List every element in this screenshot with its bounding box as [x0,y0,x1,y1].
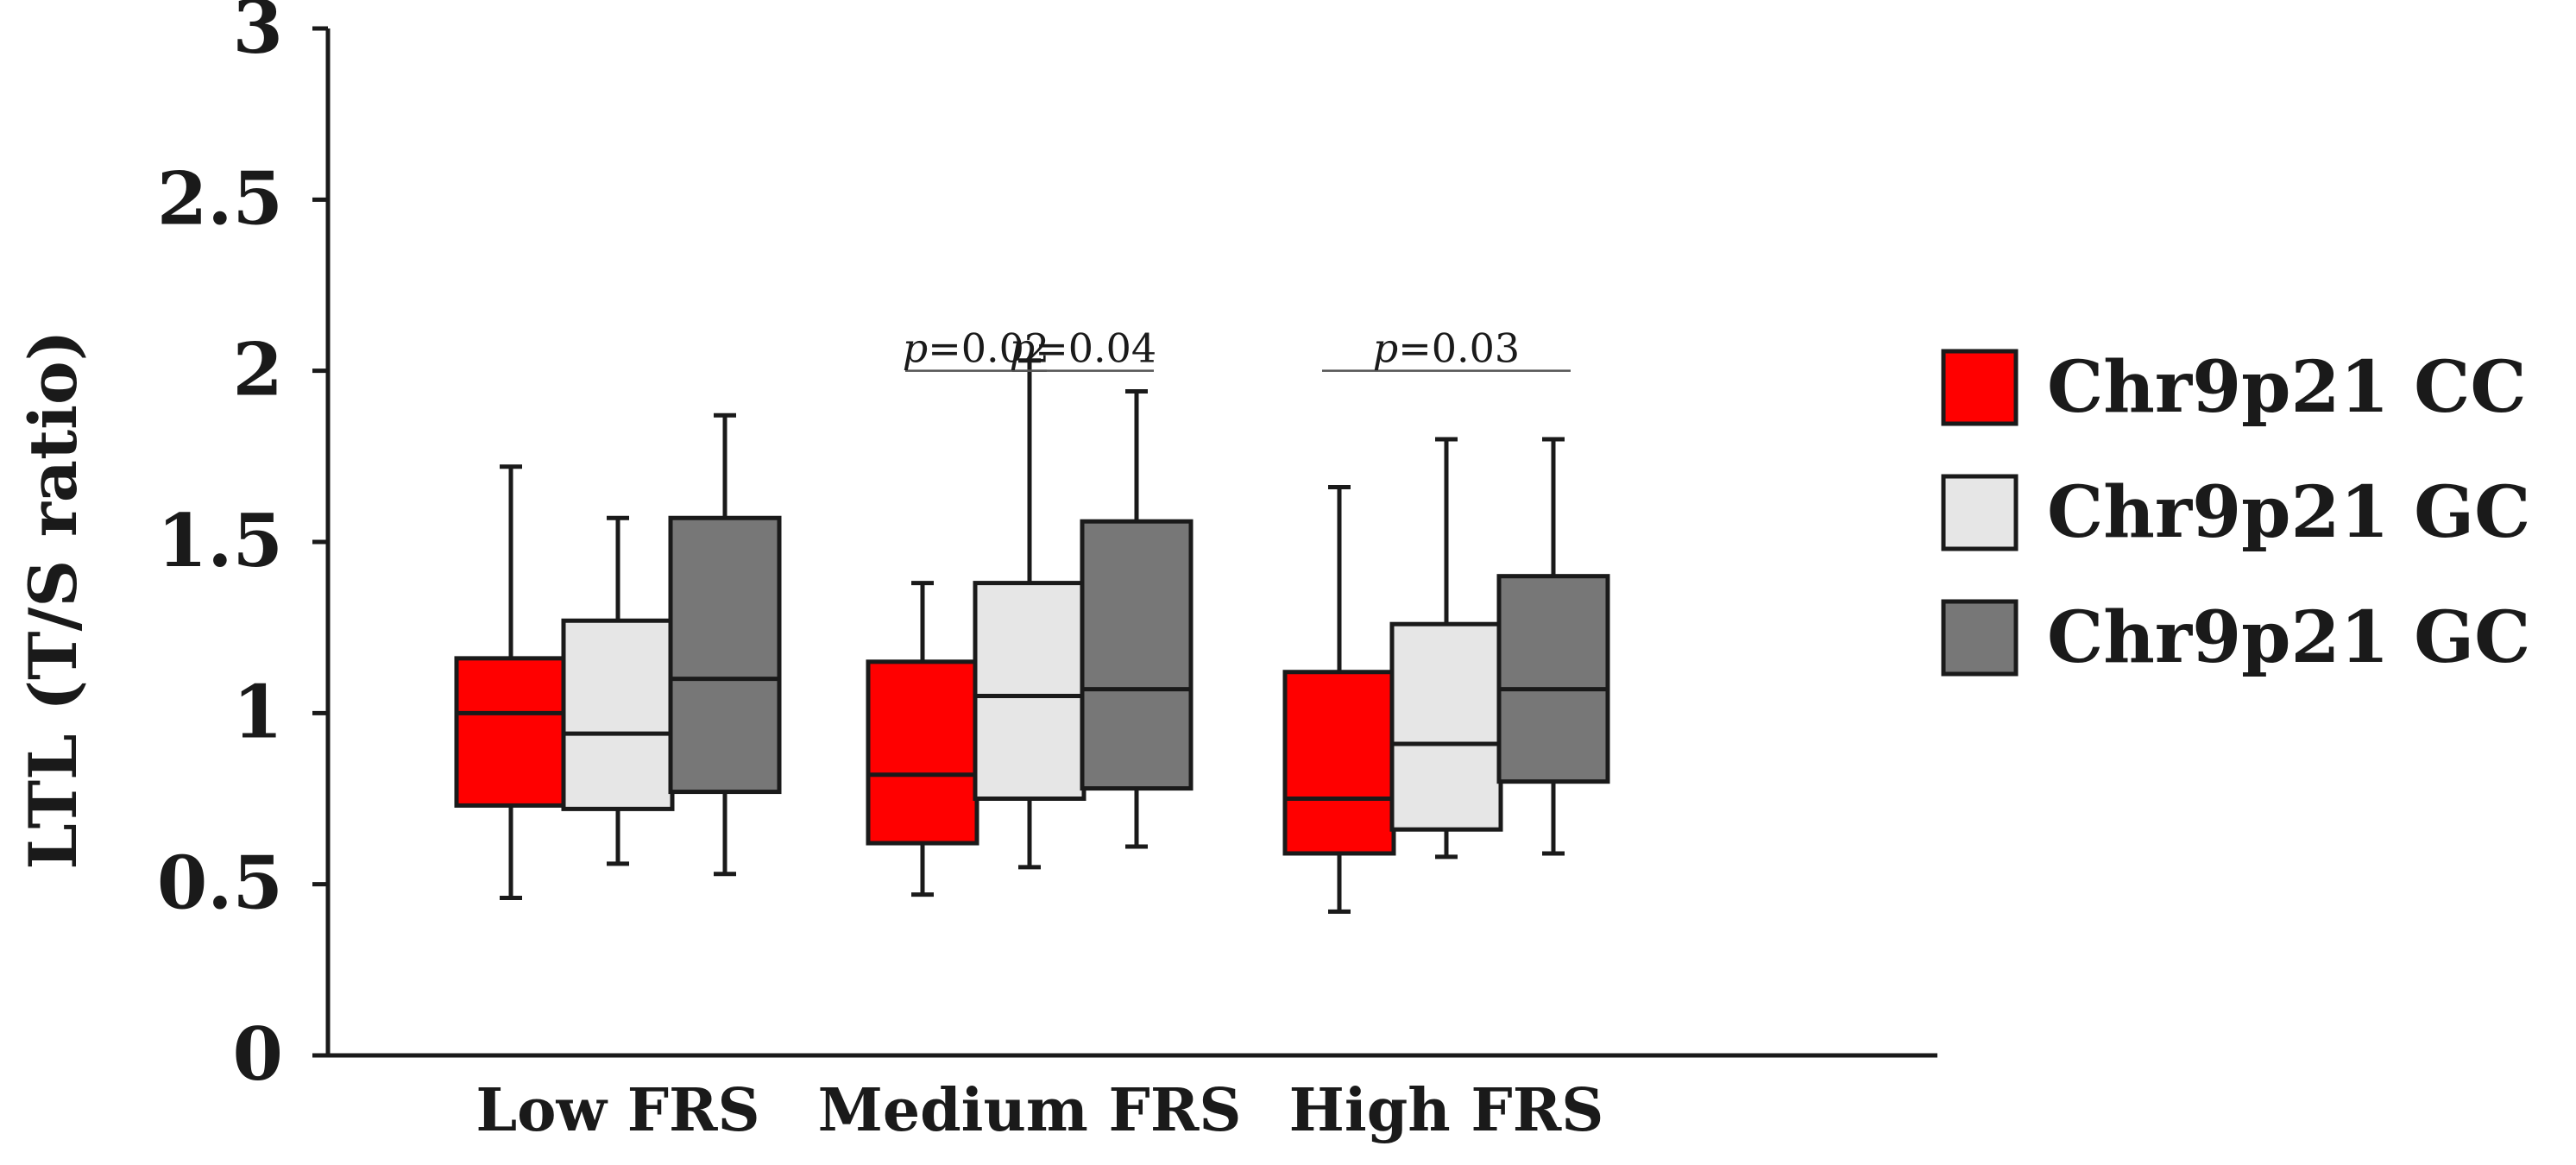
box-medium-frs-series-3 [1080,388,1194,849]
y-axis-label: LTL (T/S ratio) [15,330,91,869]
legend-item: Chr9p21 GC [1941,596,2530,679]
legend: Chr9p21 CC Chr9p21 GC Chr9p21 GC [1941,346,2530,679]
p-symbol: p [1010,325,1035,372]
significance-annotations: p=0.02p=0.04 p=0.03 [903,325,1571,372]
box-low-frs-series-2 [561,515,675,866]
legend-swatch [1941,474,2019,551]
p-symbol: p [1373,325,1398,372]
y-tick-label: 1 [233,669,283,754]
p-value-annotation: p=0.02 [903,325,1049,372]
p-value-label: p=0.03 [1373,325,1520,372]
p-value: =0.03 [1398,325,1520,372]
iqr-box [1389,621,1503,832]
box-high-frs-series-2 [1389,437,1503,860]
legend-swatch [1941,599,2019,677]
series-3 [668,388,1610,877]
p-value-annotation: p=0.03 [1322,325,1571,372]
legend-label: Chr9p21 GC [2047,596,2530,679]
box-series [454,358,1610,914]
legend-label: Chr9p21 CC [2047,346,2527,429]
box-low-frs-series-3 [668,412,782,877]
p-value-label: p=0.04 [1010,325,1156,372]
p-value: =0.04 [1035,325,1156,372]
box-high-frs-series-1 [1282,485,1396,914]
iqr-box [1080,519,1194,791]
iqr-box [454,656,568,808]
p-value: =0.02 [928,325,1049,372]
p-value-label: p=0.02 [903,325,1049,372]
legend-swatch [1941,349,2019,426]
y-tick-label: 3 [233,0,283,70]
iqr-box [668,515,782,795]
legend-item: Chr9p21 CC [1941,346,2527,429]
x-category-label: High FRS [1289,1076,1604,1145]
iqr-box [1282,670,1396,856]
y-tick-label: 1.5 [157,498,283,583]
x-category-label: Medium FRS [818,1076,1242,1145]
p-symbol: p [903,325,928,372]
iqr-box [561,618,675,811]
p-value-annotation: p=0.04 [1010,325,1156,372]
box-high-frs-series-3 [1496,437,1610,856]
iqr-box [1496,574,1610,784]
series-2 [561,358,1503,870]
legend-label: Chr9p21 GC [2047,471,2530,554]
y-tick-label: 2 [233,327,283,412]
y-tick-label: 0 [233,1011,283,1097]
iqr-box [973,581,1086,801]
axes: 0 0.5 1 1.5 2 2.5 3 [157,0,1937,1097]
series-1 [454,464,1396,914]
box-medium-frs-series-2 [973,358,1086,870]
y-tick-label: 2.5 [157,155,283,241]
box-medium-frs-series-1 [866,581,979,897]
box-low-frs-series-1 [454,464,568,901]
x-category-label: Low FRS [476,1076,759,1145]
category-labels: Low FRS Medium FRS High FRS [476,1076,1603,1145]
iqr-box [866,659,979,846]
y-tick-label: 0.5 [157,841,283,926]
legend-item: Chr9p21 GC [1941,471,2530,554]
